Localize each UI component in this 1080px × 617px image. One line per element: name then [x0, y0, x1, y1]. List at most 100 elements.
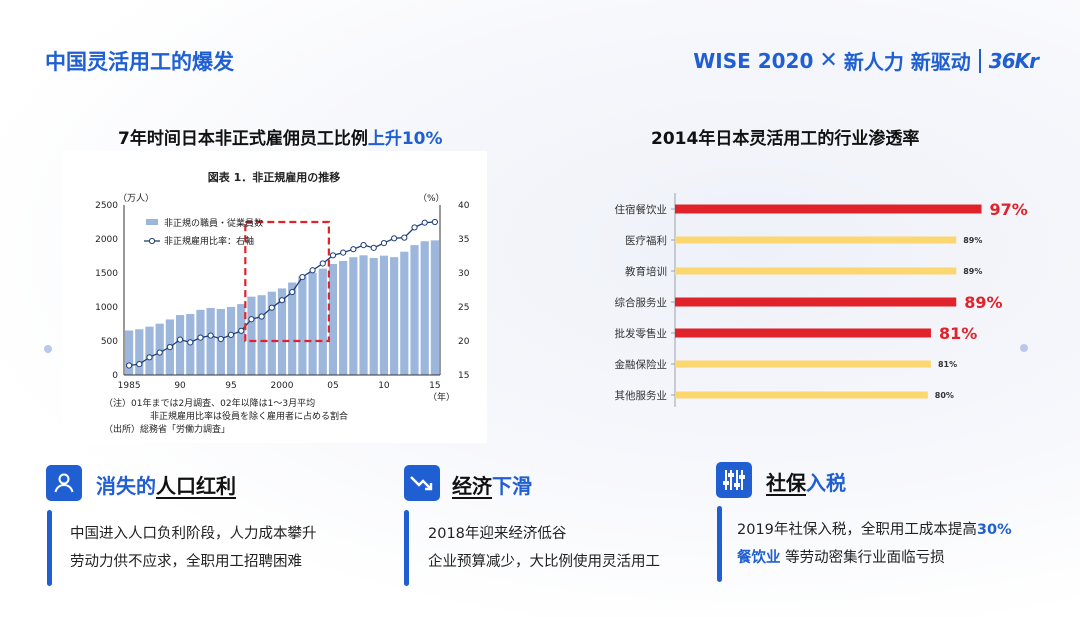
jp-x-tick-label: 2000: [271, 381, 294, 391]
jp-ratio-point: [258, 313, 265, 320]
sliders-icon: [716, 462, 752, 498]
jp-ratio-point: [391, 235, 398, 242]
jp-bar: [298, 276, 307, 375]
jp-legend-bar-label: 非正規の職員・従業員数: [164, 217, 263, 229]
jp-bar: [226, 306, 236, 375]
hbar-bar: [675, 360, 931, 368]
jp-bar: [400, 251, 409, 375]
jp-ratio-point: [156, 349, 163, 356]
jp-bar: [125, 330, 134, 375]
brand-banner: WISE 2020 ✕ 新人力 新驱动 36Kr: [693, 46, 1039, 75]
jp-bar: [257, 295, 266, 375]
card3-line1-text: 2019年社保入税，全职用工成本提高: [737, 522, 977, 538]
jp-ratio-point: [227, 331, 235, 338]
jp-left-tick-label: 1500: [95, 269, 118, 279]
card2-line2: 企业预算减少，大比例使用灵活用工: [428, 554, 660, 570]
hbar-bar: [675, 297, 957, 307]
jp-ratio-point: [176, 336, 184, 343]
jp-ratio-point: [238, 327, 245, 334]
jp-x-tick-label: 90: [174, 381, 186, 391]
jp-bar: [206, 307, 215, 375]
jp-highlight-box: [244, 220, 330, 343]
decorative-dot: [1020, 344, 1028, 352]
jp-bar: [277, 288, 287, 375]
jp-ratio-point: [166, 344, 173, 351]
hbar-category-label: 教育培训: [625, 265, 667, 278]
industry-penetration-chart: 住宿餐饮业 97% 医疗福利 89% 教育培训 89% 综合服务业 89% 批发零售业 81% 金融…: [615, 193, 1028, 407]
jp-x-tick-label: 15: [429, 381, 440, 391]
jp-bar: [328, 263, 338, 375]
jp-ratio-point: [340, 249, 347, 256]
jp-bar: [430, 240, 439, 375]
jp-ratio-point: [278, 297, 286, 304]
hbar-category-label: 批发零售业: [615, 327, 668, 340]
jp-right-tick-label: 20: [458, 337, 470, 347]
hbar-value-label: 89%: [963, 267, 982, 276]
hbar-category-label: 医疗福利: [625, 234, 667, 247]
jp-x-tick-label: 10: [378, 381, 390, 391]
hbar-value-label: 89%: [964, 293, 1002, 312]
hbar-value-label: 89%: [963, 236, 982, 245]
jp-bar: [247, 296, 256, 375]
brand-slogan: 新人力 新驱动: [843, 50, 971, 74]
jp-ratio-point: [197, 334, 204, 341]
jp-left-tick-label: 2000: [95, 235, 118, 245]
hbar-bar: [675, 236, 957, 244]
jp-legend-line-marker: [148, 237, 156, 245]
hbar-category-label: 其他服务业: [615, 389, 668, 402]
jp-ratio-point: [411, 224, 418, 231]
jp-ratio-point: [207, 332, 214, 339]
jp-ratio-point: [329, 252, 337, 259]
jp-bar: [359, 255, 368, 375]
jp-ratio-point: [187, 339, 194, 346]
card3-title: 社保入税: [766, 467, 846, 496]
hbar-value-label: 80%: [935, 391, 954, 400]
jp-x-tick-label: 1985: [118, 381, 141, 391]
card3-title-pre: 社保: [766, 471, 806, 495]
jp-right-axis-unit: （%）: [418, 193, 445, 204]
jp-bar: [237, 304, 246, 375]
jp-ratio-point: [299, 273, 306, 281]
jp-bar: [196, 309, 205, 375]
jp-ratio-point: [370, 244, 377, 251]
decorative-dot: [44, 345, 52, 353]
hbar-bar: [675, 391, 928, 399]
jp-right-tick-label: 35: [458, 235, 469, 245]
card1-line2: 劳动力供不应求，全职用工招聘困难: [70, 554, 302, 570]
hbar-category-label: 综合服务业: [615, 296, 668, 309]
card3-accent-line: [717, 506, 722, 582]
jp-bar: [410, 245, 419, 375]
jp-nonregular-figure: 図表 1．非正規雇用の推移 （万人） （%） 0 500 1000 1500 2000 2500…: [62, 151, 487, 443]
jp-note-2: 非正規雇用比率は役員を除く雇用者に占める割合: [150, 410, 348, 422]
jp-right-tick-label: 30: [458, 269, 470, 279]
jp-legend-line-label: 非正規雇用比率：右軸: [164, 235, 254, 247]
hbar-bar: [675, 204, 982, 214]
card1-title-underlined: 人口红利: [156, 474, 236, 498]
left-section-title: 7年时间日本非正式雇佣员工比例上升10%: [118, 124, 443, 149]
jp-right-tick-label: 40: [458, 201, 470, 211]
user-icon: [46, 465, 82, 501]
jp-left-tick-label: 0: [112, 371, 118, 381]
card1-title: 消失的人口红利: [96, 470, 236, 499]
card3-text: 2019年社保入税，全职用工成本提高30% 餐饮业 等劳动密集行业面临亏损: [737, 516, 1012, 572]
jp-bar: [318, 268, 327, 375]
jp-x-tick-label: 05: [327, 381, 338, 391]
hbar-category-label: 金融保险业: [615, 358, 668, 371]
jp-right-tick-label: 15: [458, 371, 469, 381]
jp-bar: [145, 326, 154, 375]
card3-line1: 2019年社保入税，全职用工成本提高30%: [737, 516, 1012, 544]
hbar-value-label: 81%: [939, 324, 977, 343]
jp-bar: [339, 260, 348, 375]
jp-right-tick-label: 25: [458, 303, 469, 313]
brand-wise: WISE 2020: [693, 48, 814, 73]
jp-ratio-point: [431, 218, 439, 226]
jp-bar: [175, 315, 185, 375]
left-title-highlight: 上升10%: [367, 129, 443, 149]
hbar-value-label: 81%: [938, 360, 957, 369]
jp-ratio-point: [319, 260, 326, 267]
jp-nonregular-chart: 図表 1．非正規雇用の推移 （万人） （%） 0 500 1000 1500 2000 2500…: [95, 170, 470, 435]
jp-bar: [267, 291, 276, 375]
jp-ratio-point: [217, 335, 224, 343]
jp-left-axis-unit: （万人）: [118, 193, 154, 204]
jp-bar: [349, 257, 358, 375]
